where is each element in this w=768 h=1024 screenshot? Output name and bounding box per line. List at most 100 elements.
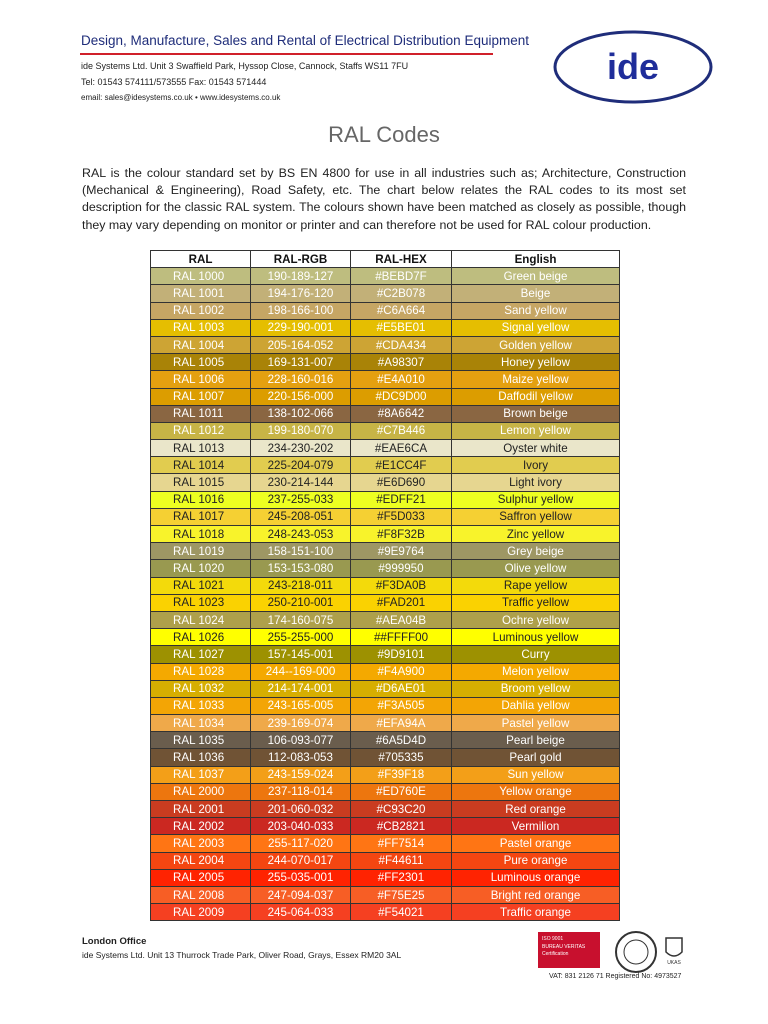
table-row: RAL 1002 198-166-100 #C6A664 Sand yellow [150, 301, 620, 320]
column-header: English [451, 249, 620, 269]
table-cell: RAL 1019 [150, 542, 251, 561]
table-row: RAL 1020 153-153-080 #999950 Olive yellow [150, 559, 620, 578]
table-cell: 237-255-033 [250, 490, 351, 509]
table-cell: Signal yellow [451, 318, 620, 337]
table-cell: RAL 1015 [150, 473, 251, 492]
table-cell: RAL 2000 [150, 782, 251, 802]
table-cell: 225-204-079 [250, 456, 351, 475]
table-cell: 174-160-075 [250, 610, 351, 630]
table-row: RAL 1036 112-083-053 #705335 Pearl gold [150, 748, 620, 767]
table-cell: #C2B078 [350, 284, 452, 303]
table-cell: Pearl gold [451, 748, 620, 767]
table-cell: Beige [451, 284, 620, 303]
table-cell: RAL 1003 [150, 318, 251, 337]
ral-table: RAL RAL-RGB RAL-HEX English RAL 1000 190-189… [150, 249, 620, 922]
table-cell: RAL 1024 [150, 610, 251, 630]
table-cell: 198-166-100 [250, 301, 351, 320]
title: RAL Codes [328, 122, 440, 147]
table-cell: #C7B446 [350, 421, 452, 441]
table-cell: RAL 1012 [150, 421, 251, 441]
table-cell: 157-145-001 [250, 645, 351, 664]
table-row: RAL 1021 243-218-011 #F3DA0B Rape yellow [150, 576, 620, 595]
table-cell: Pure orange [451, 851, 620, 870]
table-cell: #6A5D4D [350, 731, 452, 750]
table-cell: RAL 1017 [150, 507, 251, 527]
table-row: RAL 1016 237-255-033 #EDFF21 Sulphur yellow [150, 490, 620, 509]
table-row: RAL 1034 239-169-074 #EFA94A Pastel yellow [150, 714, 620, 733]
table-cell: #F4A900 [350, 662, 452, 681]
table-cell: #F75E25 [350, 885, 452, 905]
table-cell: RAL 1033 [150, 696, 251, 716]
logo-ring [553, 30, 713, 104]
table-row: RAL 1005 169-131-007 #A98307 Honey yellow [150, 353, 620, 372]
table-cell: #705335 [350, 748, 452, 767]
table-cell: Bright red orange [451, 885, 620, 905]
table-cell: #EAE6CA [350, 439, 452, 458]
table-cell: #AEA04B [350, 610, 452, 630]
table-cell: RAL 1004 [150, 335, 251, 355]
tagline: Design, Manufacture, Sales and Rental of… [81, 33, 529, 48]
table-cell: #C93C20 [350, 799, 452, 819]
table-cell: 203-040-033 [250, 817, 351, 836]
table-cell: 243-159-024 [250, 765, 351, 784]
column-header: RAL [150, 249, 251, 269]
table-cell: Ochre yellow [451, 610, 620, 630]
email: email: sales@idesystems.co.uk • www.ides… [81, 93, 281, 102]
table-cell: #F8F32B [350, 524, 452, 544]
table-cell: #EFA94A [350, 714, 452, 733]
table-row: RAL 1011 138-102-066 #8A6642 Brown beige [150, 404, 620, 423]
logo-text: ide [607, 46, 659, 87]
table-cell: 194-176-120 [250, 284, 351, 303]
table-cell: Curry [451, 645, 620, 664]
table-row: RAL 2001 201-060-032 #C93C20 Red orange [150, 799, 620, 819]
table-cell: 230-214-144 [250, 473, 351, 492]
cert-text: ISO 9001 [542, 936, 563, 942]
table-row: RAL 1027 157-145-001 #9D9101 Curry [150, 645, 620, 664]
table-cell: #F3DA0B [350, 576, 452, 595]
table-cell: RAL 1006 [150, 370, 251, 389]
table-cell: 243-218-011 [250, 576, 351, 595]
address: ide Systems Ltd. Unit 3 Swaffield Park, … [81, 61, 409, 71]
table-cell: 190-189-127 [250, 267, 351, 286]
table-cell: Pearl beige [451, 731, 620, 750]
table-row: RAL 2004 244-070-017 #F44611 Pure orange [150, 851, 620, 870]
ukas-crown [665, 937, 683, 957]
table-cell: RAL 1028 [150, 662, 251, 681]
table-cell: RAL 1018 [150, 524, 251, 544]
table-cell: 243-165-005 [250, 696, 351, 716]
table-row: RAL 1015 230-214-144 #E6D690 Light ivory [150, 473, 620, 492]
table-cell: #CB2821 [350, 817, 452, 836]
table-row: RAL 1018 248-243-053 #F8F32B Zinc yellow [150, 524, 620, 544]
table-cell: 201-060-032 [250, 799, 351, 819]
table-cell: #E5BE01 [350, 318, 452, 337]
table-cell: 255-035-001 [250, 868, 351, 887]
table-row: RAL 2003 255-117-020 #FF7514 Pastel orange [150, 834, 620, 853]
table-cell: ##FFFF00 [350, 628, 452, 647]
vat: VAT: 831 2126 71 Registered No: 4973527 [549, 973, 682, 980]
table-cell: RAL 1020 [150, 559, 251, 578]
table-cell: Traffic orange [451, 903, 620, 922]
table-cell: Brown beige [451, 404, 620, 423]
table-cell: Light ivory [451, 473, 620, 492]
table-cell: 255-255-000 [250, 628, 351, 647]
office-address: ide Systems Ltd. Unit 13 Thurrock Trade … [82, 950, 402, 960]
table-cell: 153-153-080 [250, 559, 351, 578]
table-row: RAL 1017 245-208-051 #F5D033 Saffron yellow [150, 507, 620, 527]
table-cell: 244--169-000 [250, 662, 351, 681]
table-cell: Dahlia yellow [451, 696, 620, 716]
table-row: RAL 1023 250-210-001 #FAD201 Traffic yellow [150, 593, 620, 612]
table-cell: Red orange [451, 799, 620, 819]
table-cell: 199-180-070 [250, 421, 351, 441]
table-cell: Pastel yellow [451, 714, 620, 733]
table-cell: #F54021 [350, 903, 452, 922]
table-cell: RAL 2005 [150, 868, 251, 887]
table-cell: 247-094-037 [250, 885, 351, 905]
table-cell: RAL 1035 [150, 731, 251, 750]
table-cell: Maize yellow [451, 370, 620, 389]
table-cell: RAL 1013 [150, 439, 251, 458]
table-cell: RAL 1002 [150, 301, 251, 320]
table-cell: RAL 1016 [150, 490, 251, 509]
table-cell: #9D9101 [350, 645, 452, 664]
table-cell: 234-230-202 [250, 439, 351, 458]
cert-seal [623, 939, 649, 965]
